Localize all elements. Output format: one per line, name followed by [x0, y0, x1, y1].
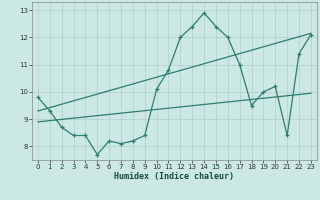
X-axis label: Humidex (Indice chaleur): Humidex (Indice chaleur)	[115, 172, 234, 181]
